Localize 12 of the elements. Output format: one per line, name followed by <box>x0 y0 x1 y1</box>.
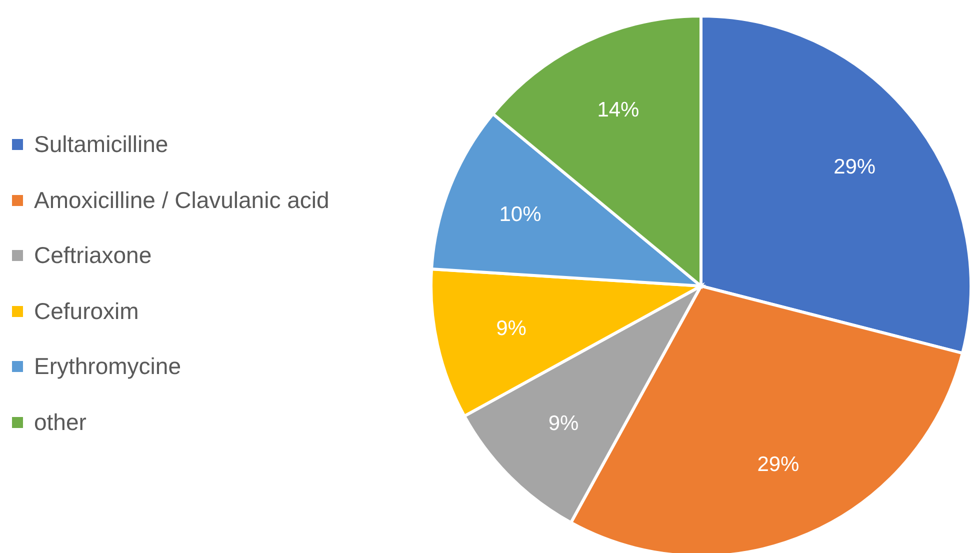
legend-label: Ceftriaxone <box>34 242 152 270</box>
legend-label: Amoxicilline / Clavulanic acid <box>34 186 330 214</box>
legend-label: Cefuroxim <box>34 298 139 325</box>
data-label: 10% <box>499 202 542 226</box>
data-label: 9% <box>548 412 579 435</box>
data-label: 29% <box>834 155 876 178</box>
data-label: 29% <box>757 452 800 476</box>
legend-label: other <box>34 408 86 436</box>
data-label: 14% <box>597 98 640 122</box>
legend-label: Erythromycine <box>34 353 181 380</box>
legend-label: Sultamicilline <box>34 131 168 158</box>
data-label: 9% <box>496 316 526 340</box>
